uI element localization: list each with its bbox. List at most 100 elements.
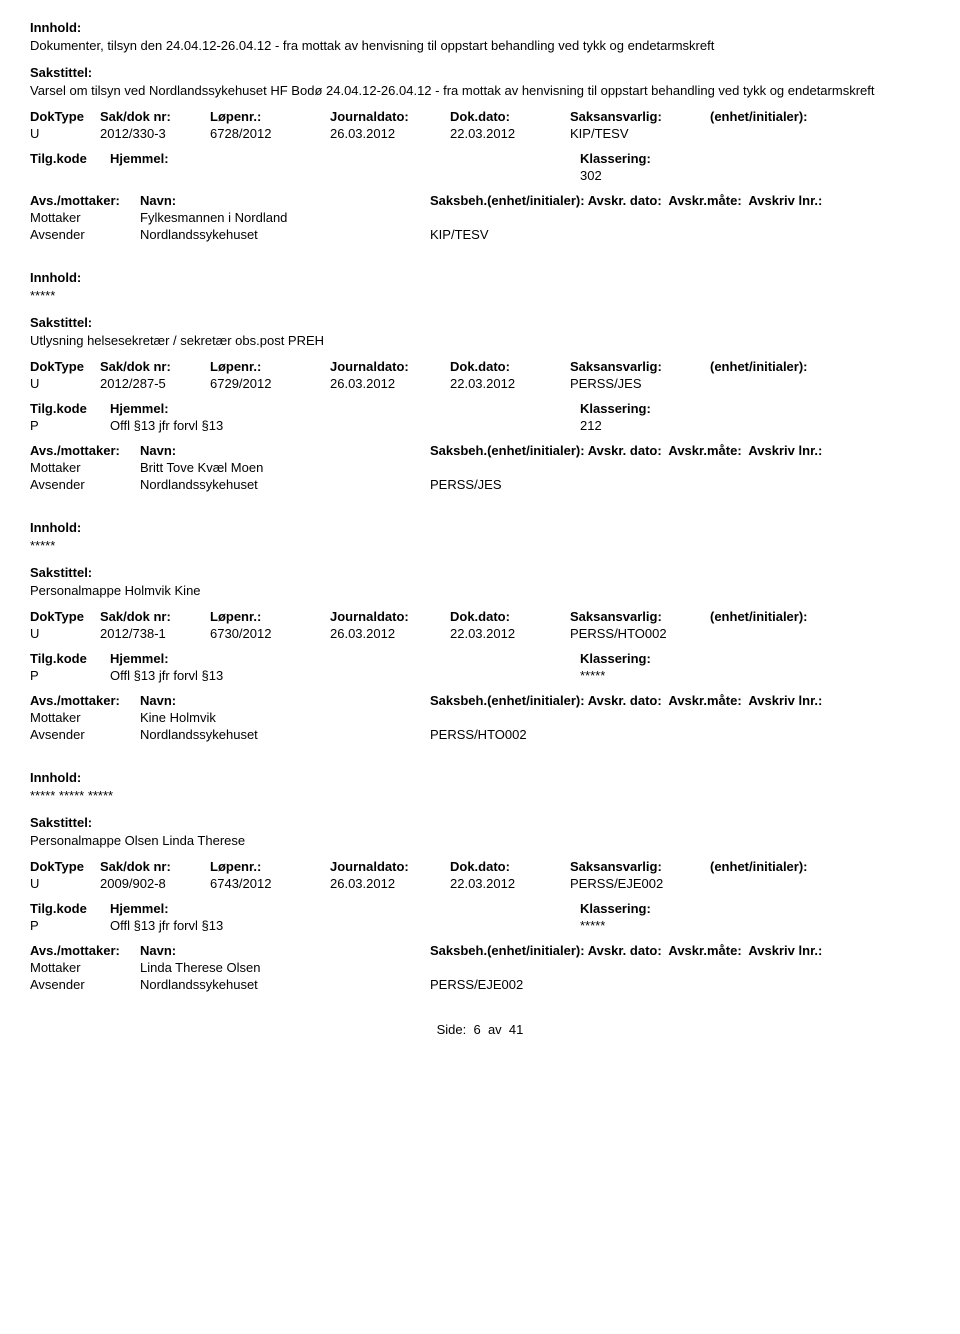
sakdok-header: Sak/dok nr:	[100, 609, 210, 624]
lopenr-header: Løpenr.:	[210, 609, 330, 624]
doktype-value: U	[30, 626, 100, 641]
avsender-row: Avsender Nordlandssykehuset PERSS/HTO002	[30, 727, 930, 742]
sakstittel-label: Sakstittel:	[30, 565, 930, 580]
klassering-header: Klassering:	[580, 651, 930, 666]
sakstittel-text: Personalmappe Holmvik Kine	[30, 582, 930, 600]
hjemmel-value	[110, 168, 510, 183]
saksansvarlig-header: Saksansvarlig:	[570, 109, 710, 124]
sakdok-header: Sak/dok nr:	[100, 859, 210, 874]
saksbeh-value: PERSS/HTO002	[430, 727, 930, 742]
saksansvarlig-header: Saksansvarlig:	[570, 359, 710, 374]
sakdok-value: 2012/738-1	[100, 626, 210, 641]
meta-header-row: DokType Sak/dok nr: Løpenr.: Journaldato…	[30, 359, 930, 374]
avsender-navn: Nordlandssykehuset	[140, 477, 430, 492]
tilgkode-header: Tilg.kode	[30, 901, 110, 916]
innhold-label: Innhold:	[30, 270, 930, 285]
avsmottaker-header: Avs./mottaker:	[30, 693, 140, 708]
hjemmel-header: Hjemmel:	[110, 901, 510, 916]
lopenr-header: Løpenr.:	[210, 109, 330, 124]
sakdok-value: 2012/330-3	[100, 126, 210, 141]
jdato-value: 26.03.2012	[330, 626, 450, 641]
saksbeh-header: Saksbeh.(enhet/initialer): Avskr. dato: …	[430, 443, 930, 458]
side-label: Side:	[437, 1022, 467, 1037]
hjemmel-header-row: Tilg.kode Hjemmel: Klassering:	[30, 401, 930, 416]
meta-value-row: U 2012/330-3 6728/2012 26.03.2012 22.03.…	[30, 126, 930, 141]
innhold-text: *****	[30, 537, 930, 555]
innhold-text: Dokumenter, tilsyn den 24.04.12-26.04.12…	[30, 37, 930, 55]
mottaker-label: Mottaker	[30, 710, 140, 725]
innhold-label: Innhold:	[30, 20, 930, 35]
avsender-label: Avsender	[30, 727, 140, 742]
ddato-value: 22.03.2012	[450, 376, 570, 391]
doktype-value: U	[30, 126, 100, 141]
avs-header-row: Avs./mottaker: Navn: Saksbeh.(enhet/init…	[30, 943, 930, 958]
avsmottaker-header: Avs./mottaker:	[30, 943, 140, 958]
ddato-header: Dok.dato:	[450, 359, 570, 374]
lopenr-value: 6730/2012	[210, 626, 330, 641]
sakstittel-label: Sakstittel:	[30, 315, 930, 330]
hjemmel-value: Offl §13 jfr forvl §13	[110, 418, 510, 433]
mottaker-row: Mottaker Fylkesmannen i Nordland	[30, 210, 930, 225]
tilgkode-value: P	[30, 418, 110, 433]
avsender-navn: Nordlandssykehuset	[140, 227, 430, 242]
mottaker-label: Mottaker	[30, 210, 140, 225]
hjemmel-value-row: P Offl §13 jfr forvl §13 212	[30, 418, 930, 433]
hjemmel-header-row: Tilg.kode Hjemmel: Klassering:	[30, 151, 930, 166]
jdato-value: 26.03.2012	[330, 876, 450, 891]
tilgkode-header: Tilg.kode	[30, 401, 110, 416]
enhet-header: (enhet/initialer):	[710, 109, 930, 124]
sakstittel-label: Sakstittel:	[30, 65, 930, 80]
saksansvarlig-header: Saksansvarlig:	[570, 859, 710, 874]
page-footer: Side: 6 av 41	[30, 1022, 930, 1037]
meta-header-row: DokType Sak/dok nr: Løpenr.: Journaldato…	[30, 109, 930, 124]
av-label: av	[488, 1022, 502, 1037]
lopenr-value: 6729/2012	[210, 376, 330, 391]
hjemmel-value: Offl §13 jfr forvl §13	[110, 918, 510, 933]
meta-value-row: U 2012/738-1 6730/2012 26.03.2012 22.03.…	[30, 626, 930, 641]
hjemmel-value: Offl §13 jfr forvl §13	[110, 668, 510, 683]
klassering-value: *****	[580, 918, 930, 933]
mottaker-navn: Britt Tove Kvæl Moen	[140, 460, 430, 475]
doktype-header: DokType	[30, 109, 100, 124]
saksbeh-header: Saksbeh.(enhet/initialer): Avskr. dato: …	[430, 693, 930, 708]
tilgkode-value: P	[30, 668, 110, 683]
journal-entry: Innhold: Dokumenter, tilsyn den 24.04.12…	[30, 20, 930, 242]
saksbeh-header: Saksbeh.(enhet/initialer): Avskr. dato: …	[430, 943, 930, 958]
hjemmel-header: Hjemmel:	[110, 651, 510, 666]
sakdok-value: 2009/902-8	[100, 876, 210, 891]
avs-header-row: Avs./mottaker: Navn: Saksbeh.(enhet/init…	[30, 443, 930, 458]
avsender-row: Avsender Nordlandssykehuset PERSS/EJE002	[30, 977, 930, 992]
total-pages: 41	[509, 1022, 523, 1037]
klassering-value: *****	[580, 668, 930, 683]
saksansvarlig-value: PERSS/HTO002	[570, 626, 710, 641]
hjemmel-value-row: P Offl §13 jfr forvl §13 *****	[30, 668, 930, 683]
ddato-value: 22.03.2012	[450, 626, 570, 641]
avsender-navn: Nordlandssykehuset	[140, 727, 430, 742]
doktype-value: U	[30, 376, 100, 391]
lopenr-header: Løpenr.:	[210, 859, 330, 874]
mottaker-label: Mottaker	[30, 960, 140, 975]
ddato-header: Dok.dato:	[450, 859, 570, 874]
meta-header-row: DokType Sak/dok nr: Løpenr.: Journaldato…	[30, 859, 930, 874]
enhet-header: (enhet/initialer):	[710, 859, 930, 874]
jdato-header: Journaldato:	[330, 609, 450, 624]
saksansvarlig-value: PERSS/JES	[570, 376, 710, 391]
tilgkode-header: Tilg.kode	[30, 651, 110, 666]
avsender-navn: Nordlandssykehuset	[140, 977, 430, 992]
enhet-header: (enhet/initialer):	[710, 359, 930, 374]
doktype-header: DokType	[30, 859, 100, 874]
saksbeh-value: KIP/TESV	[430, 227, 930, 242]
hjemmel-header-row: Tilg.kode Hjemmel: Klassering:	[30, 901, 930, 916]
mottaker-row: Mottaker Kine Holmvik	[30, 710, 930, 725]
klassering-value: 212	[580, 418, 930, 433]
innhold-label: Innhold:	[30, 520, 930, 535]
avsmottaker-header: Avs./mottaker:	[30, 443, 140, 458]
doktype-header: DokType	[30, 359, 100, 374]
tilgkode-value: P	[30, 918, 110, 933]
journal-entry: Innhold: ***** Sakstittel: Utlysning hel…	[30, 270, 930, 492]
journal-entry: Innhold: ***** Sakstittel: Personalmappe…	[30, 520, 930, 742]
sakdok-header: Sak/dok nr:	[100, 359, 210, 374]
jdato-header: Journaldato:	[330, 859, 450, 874]
saksbeh-value: PERSS/EJE002	[430, 977, 930, 992]
klassering-value: 302	[580, 168, 930, 183]
